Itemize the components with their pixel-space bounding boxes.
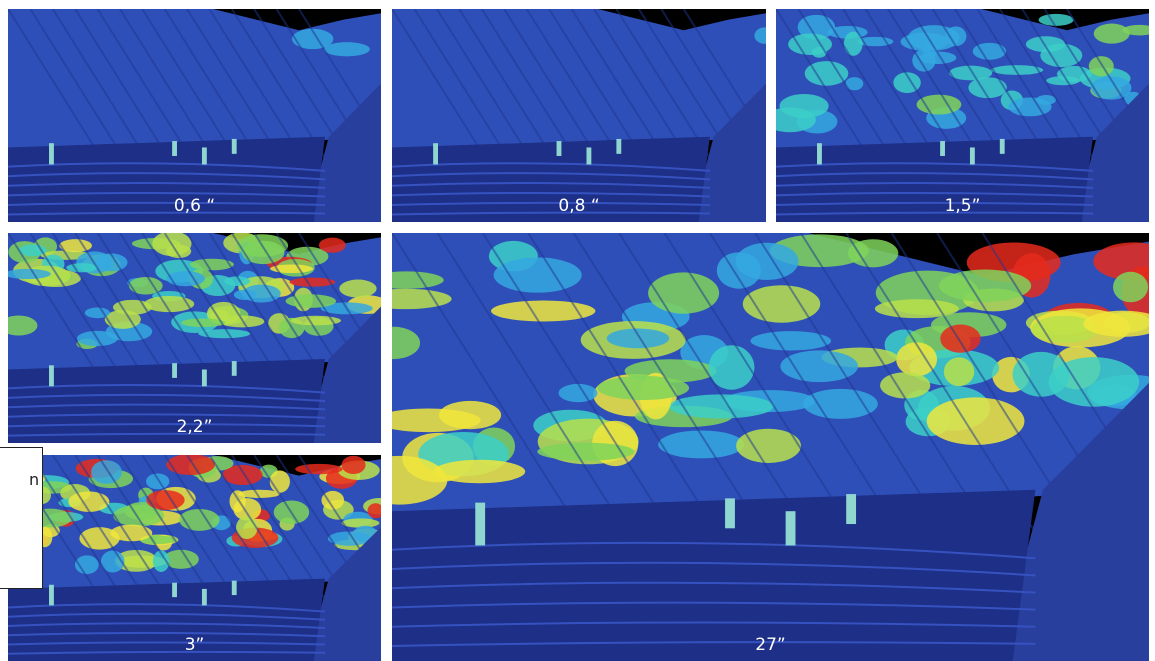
heat-blob [607, 329, 670, 349]
pillar [232, 361, 237, 376]
heat-blob [494, 257, 582, 292]
heat-blob [940, 325, 980, 353]
figure: 0,6 “ 0,8 “ 1,5” 2,2” 3” 27” n [0, 0, 1155, 661]
heat-blob [491, 301, 595, 322]
side-text: n [29, 470, 39, 489]
heat-blob [66, 263, 97, 272]
heat-blob [342, 456, 366, 474]
heat-blob [648, 272, 719, 313]
render-panel: 0,8 “ [392, 9, 766, 222]
terrain [776, 9, 1149, 222]
pillar [433, 143, 438, 164]
pillar [232, 139, 237, 154]
heat-blob [105, 310, 141, 329]
heat-blob [341, 518, 379, 527]
pillar [49, 585, 54, 606]
render-panel: 27” [392, 233, 1149, 661]
pillar [940, 141, 945, 156]
heat-blob [880, 372, 930, 398]
heat-blob [597, 376, 689, 400]
heat-blob [917, 95, 962, 115]
panel-caption: 0,8 “ [392, 196, 766, 216]
heat-blob [736, 243, 799, 280]
pillar [49, 365, 54, 386]
panel-caption: 3” [8, 635, 381, 655]
heat-blob [339, 280, 376, 298]
render-panel: 2,2” [8, 233, 381, 443]
heat-blob [968, 77, 1007, 98]
pillar [475, 503, 485, 546]
heat-blob [295, 464, 343, 474]
render-panel: 1,5” [776, 9, 1149, 222]
terrain [392, 233, 1149, 661]
pillar [725, 498, 735, 528]
heat-blob [1094, 24, 1130, 44]
pillar [172, 363, 177, 378]
heat-blob [896, 342, 937, 376]
heat-blob [939, 270, 1031, 302]
heat-blob [945, 26, 966, 46]
pillar [202, 370, 207, 387]
mountain [392, 9, 766, 158]
heat-blob [1113, 272, 1148, 302]
heat-blob [439, 401, 501, 429]
pillar [786, 511, 796, 545]
pillar [1000, 139, 1005, 154]
pillar [202, 147, 207, 164]
heat-blob [559, 384, 598, 402]
terrain [392, 9, 766, 222]
pillar [557, 141, 562, 156]
panel-caption: 1,5” [776, 196, 1149, 216]
heat-blob [324, 42, 370, 56]
heat-blob [944, 357, 974, 386]
heat-blob [1039, 14, 1074, 26]
panel-caption: 0,6 “ [8, 196, 381, 216]
panel-caption: 2,2” [8, 417, 381, 437]
pillar [970, 147, 975, 164]
heat-blob [1036, 95, 1056, 105]
heat-blob [110, 525, 152, 542]
pillar [817, 143, 822, 164]
heat-blob [434, 460, 526, 483]
heat-blob [270, 470, 290, 492]
render-panel: 3” [8, 455, 381, 661]
pillar [49, 143, 54, 164]
pillar [846, 494, 856, 524]
heat-blob [709, 345, 755, 390]
panel-caption: 27” [392, 635, 1149, 655]
heat-blob [875, 299, 959, 318]
heat-blob [780, 94, 829, 118]
heat-blob [68, 491, 109, 511]
heat-blob [1089, 56, 1114, 76]
heat-blob [803, 389, 878, 419]
heat-blob [319, 238, 346, 253]
pillar [202, 589, 207, 605]
render-panel: 0,6 “ [8, 9, 381, 222]
terrain [8, 455, 381, 661]
pillar [172, 141, 177, 156]
heat-blob [1049, 357, 1140, 407]
terrain [8, 9, 381, 222]
side-box: n [0, 447, 43, 589]
pillar [172, 583, 177, 597]
pillar [232, 581, 237, 595]
heat-blob [166, 455, 215, 475]
heat-blob [91, 460, 122, 484]
heat-blob [848, 239, 898, 267]
heat-blob [1026, 36, 1066, 52]
pillar [616, 139, 621, 154]
heat-blob [146, 490, 184, 510]
pillar [586, 147, 591, 164]
heat-blob [669, 394, 774, 418]
terrain [8, 233, 381, 443]
heat-blob [146, 473, 169, 489]
